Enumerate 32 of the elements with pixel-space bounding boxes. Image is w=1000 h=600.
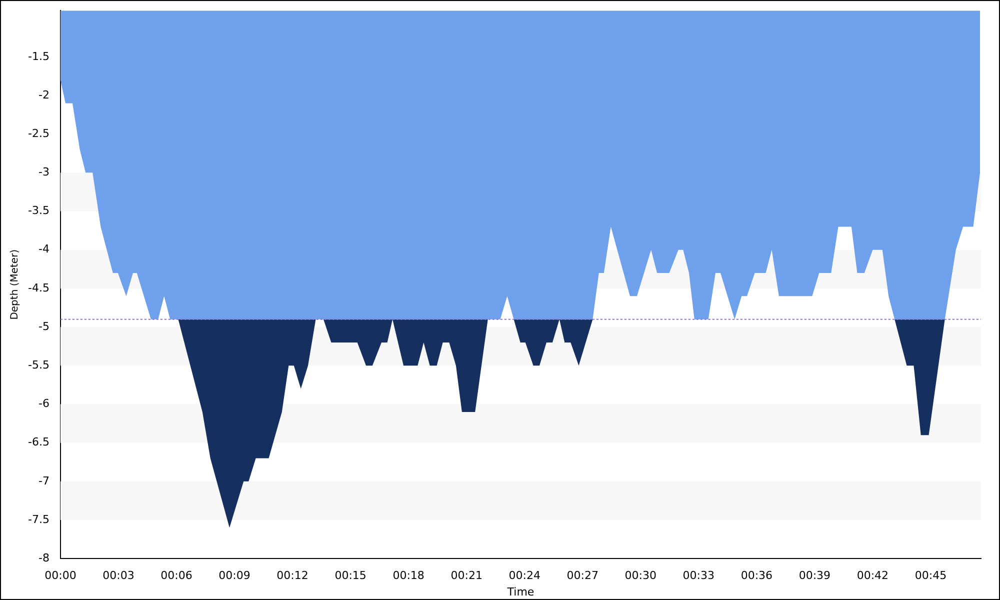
y-tick-label: -2.5: [28, 126, 50, 140]
y-tick-label: -6: [38, 397, 50, 410]
y-tick-label: -7: [38, 474, 50, 488]
x-tick-label: 00:09: [218, 569, 250, 582]
y-tick-label: -2: [38, 88, 50, 102]
y-tick-label: -5.5: [28, 358, 50, 372]
x-tick-label: 00:33: [682, 569, 714, 582]
y-tick-label: -3: [38, 166, 50, 179]
x-tick-label: 00:24: [508, 569, 540, 582]
x-tick-label: 00:15: [334, 569, 366, 582]
x-tick-label: 00:18: [392, 569, 424, 582]
x-tick-label: 00:12: [276, 569, 308, 582]
y-tick-label: -3.5: [28, 204, 50, 218]
y-tick-label: -1.5: [28, 50, 50, 63]
y-axis-title: Depth (Meter): [10, 249, 21, 320]
x-tick-label: 00:42: [856, 569, 889, 582]
x-tick-label: 00:36: [740, 569, 773, 582]
y-tick-label: -7.5: [28, 512, 50, 526]
y-tick-label: -5: [38, 320, 50, 333]
x-tick-label: 00:06: [160, 569, 192, 582]
x-tick-label: 00:39: [798, 569, 831, 582]
x-tick-label: 00:00: [44, 569, 76, 582]
y-tick-label: -6.5: [28, 436, 50, 449]
x-tick-label: 00:30: [624, 569, 656, 582]
x-tick-label: 00:27: [566, 569, 598, 582]
x-axis-title: Time: [506, 585, 534, 598]
y-tick-label: -4: [38, 242, 50, 256]
x-tick-label: 00:03: [102, 569, 134, 582]
y-tick-label: -8: [38, 551, 50, 564]
x-tick-label: 00:45: [914, 569, 947, 582]
x-tick-label: 00:21: [450, 569, 482, 582]
y-tick-label: -4.5: [28, 281, 50, 294]
